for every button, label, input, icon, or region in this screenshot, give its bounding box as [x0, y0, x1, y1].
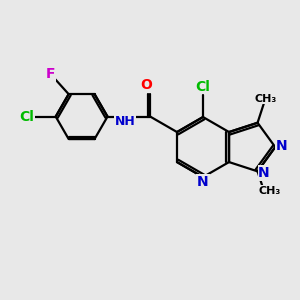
- Text: O: O: [141, 78, 153, 92]
- Text: Cl: Cl: [196, 80, 210, 94]
- Text: CH₃: CH₃: [254, 94, 277, 104]
- Text: CH₃: CH₃: [258, 186, 280, 196]
- Text: N: N: [197, 175, 209, 189]
- Text: N: N: [258, 166, 270, 180]
- Text: Cl: Cl: [20, 110, 34, 124]
- Text: NH: NH: [115, 116, 136, 128]
- Text: F: F: [46, 67, 56, 81]
- Text: N: N: [276, 139, 287, 153]
